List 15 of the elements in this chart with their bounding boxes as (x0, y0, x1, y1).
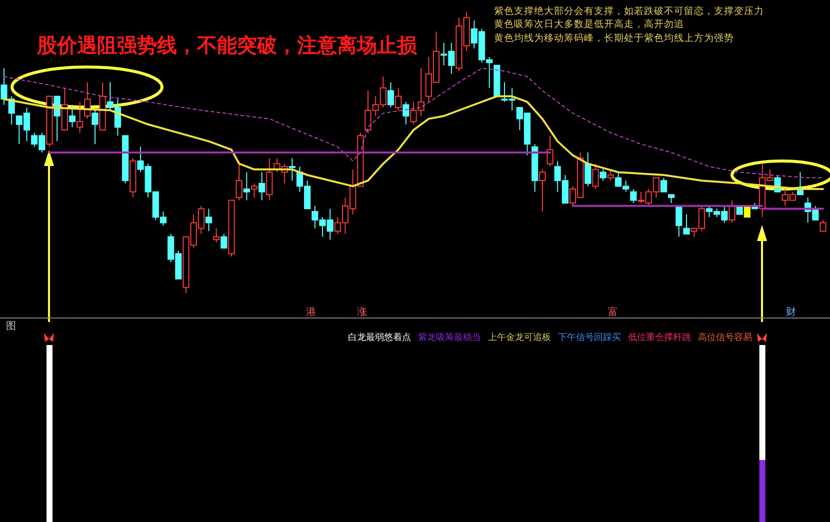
text: 股价遇阻强势线，不能突破，注意离场止损 (36, 33, 418, 57)
text: 涨 (357, 306, 367, 318)
text: 上午金龙可追板 (488, 332, 551, 343)
text: 港 (306, 306, 316, 318)
text: 高位信号容易 (698, 332, 752, 343)
text: 白龙最弱悠着点 (348, 332, 411, 343)
text: 图 (6, 321, 16, 332)
text: 富 (608, 306, 618, 318)
text: 下午信号回踩买 (558, 332, 621, 343)
text: 紫龙吸筹最稳当 (418, 332, 481, 343)
annotation: 黄色均线为移动筹码峰，长期处于紫色均线上方为强势 (494, 32, 734, 44)
text: 低位重仓撑杆跳 (628, 332, 691, 343)
text: 财 (786, 306, 796, 318)
annotation: 黄色吸筹次日大多数是低开高走，高开勿追 (494, 18, 684, 30)
annotation: 紫色支撑绝大部分会有支撑，如若跌破不可留恋，支撑变压力 (494, 5, 764, 17)
